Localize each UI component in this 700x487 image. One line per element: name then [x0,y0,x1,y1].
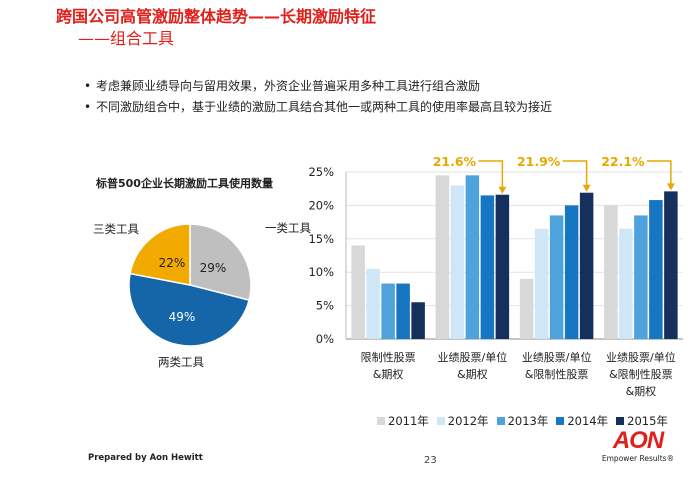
bullet-item-1: 考虑兼顾业绩导向与留用效果，外资企业普遍采用多种工具进行组合激励 [84,76,552,97]
x-category-label: 业绩股票/单位 [438,350,508,364]
pie-slice-category-label: 一类工具 [265,221,311,235]
legend-swatch-2012 [436,417,445,425]
bar-2015年-3 [579,192,594,339]
legend-label-2011: 2011年 [388,414,429,428]
pie-slice-3 [129,223,191,286]
bar-2012年-1 [366,268,380,339]
bar-2012年-4 [619,228,633,339]
legend-item-2012: 2012年 [436,413,489,429]
x-category-label: &期权 [373,368,404,381]
legend-label-2013: 2013年 [507,414,549,428]
legend-label-2014: 2014年 [567,414,609,428]
y-tick-label: 10% [308,265,334,279]
bar-2011年-4 [604,205,618,339]
legend-swatch-2011 [377,417,385,425]
pie-slice-1 [189,223,252,302]
aon-logo-mark: AON [612,427,664,454]
y-tick-label: 20% [308,198,334,212]
pie-slice-2 [128,272,250,347]
legend-label-2015: 2015年 [627,414,668,428]
bar-2014年-4 [649,200,663,339]
y-tick-label: 5% [316,299,334,313]
legend-item-2011: 2011年 [377,413,429,429]
bar-2013年-3 [549,215,564,339]
bar-2011年-2 [435,175,450,339]
bar-2013年-1 [381,283,395,339]
slide-subtitle: ——组合工具 [78,29,175,48]
annotation-label: 21.9% [517,154,561,169]
annotation-label: 21.6% [433,154,477,169]
x-category-label: 限制性股票 [361,350,416,364]
legend-swatch-2015 [616,417,625,425]
legend-swatch-2013 [496,417,505,425]
y-tick-label: 25% [308,165,334,179]
bar-2012年-3 [534,228,549,339]
y-tick-label: 15% [308,232,334,246]
x-category-label: &期权 [457,368,488,381]
aon-logo-tagline: Empower Results® [601,454,675,463]
bar-2014年-2 [480,195,495,339]
bar-chart-legend: 2011年 2012年 2013年 2014年 2015年 [377,413,668,429]
legend-label-2012: 2012年 [447,414,489,428]
bar-2015年-2 [495,194,510,339]
annotation-arrow-line [478,160,504,189]
bar-2011年-1 [351,245,365,339]
x-category-label: &限制性股票 [525,367,589,381]
aon-logo: AON Empower Results® [593,428,683,472]
annotation-arrow-head [498,186,507,194]
x-category-label: 业绩股票/单位 [522,350,592,364]
pie-slice-value-label: 22% [159,256,186,270]
pie-slice-value-label: 49% [169,310,196,324]
legend-item-2013: 2013年 [496,413,549,429]
bar-2012年-2 [450,185,465,339]
annotation-arrow-line [646,160,672,186]
pie-slice-value-label: 29% [200,261,227,275]
pie-slice-category-label: 两类工具 [158,355,204,369]
x-category-label: 业绩股票/单位 [606,350,676,364]
bullet-list: 考虑兼顾业绩导向与留用效果，外资企业普遍采用多种工具进行组合激励 不同激励组合中… [84,76,552,118]
slide-title: 跨国公司高管激励整体趋势——长期激励特征 [56,7,377,26]
y-tick-label: 0% [316,332,334,346]
footer-prepared-by: Prepared by Aon Hewitt [88,453,203,463]
legend-item-2015: 2015年 [616,413,668,429]
pie-slice-category-label: 三类工具 [93,222,139,236]
bar-2013年-2 [465,175,480,339]
bullet-item-2: 不同激励组合中，基于业绩的激励工具结合其他一或两种工具的使用率最高且较为接近 [84,97,552,118]
page-number: 23 [424,455,437,466]
bar-2011年-3 [519,278,534,339]
x-category-label: &限制性股票 [609,367,673,381]
annotation-arrow-head [582,184,591,192]
legend-swatch-2014 [556,417,565,425]
bar-2015年-4 [664,191,678,339]
legend-item-2014: 2014年 [556,413,608,429]
bar-2014年-1 [396,283,410,339]
annotation-arrow-head [666,183,675,191]
annotation-label: 22.1% [601,154,645,169]
bar-2013年-4 [634,215,648,339]
x-category-label: &期权 [626,385,657,398]
bar-2015年-1 [411,302,425,339]
annotation-arrow-line [562,160,588,187]
pie-chart-title: 标普500企业长期激励工具使用数量 [96,177,273,190]
bar-2014年-3 [564,205,579,339]
